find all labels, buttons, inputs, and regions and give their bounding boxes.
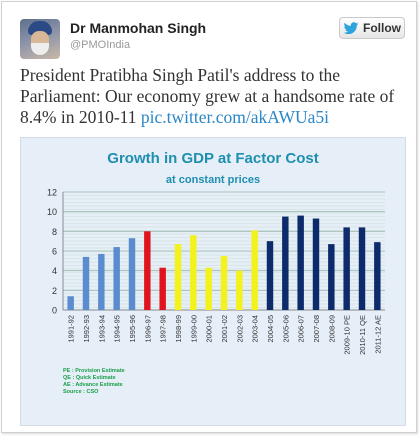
bar — [144, 231, 151, 310]
bar — [190, 235, 197, 310]
follow-label: Follow — [363, 21, 401, 35]
chart-notes: PE : Provision Estimate QE : Quick Estim… — [63, 368, 125, 396]
x-tick-label: 2009-10 PE — [343, 315, 352, 355]
x-tick-label: 2004-05 — [266, 315, 275, 343]
y-tick-label: 10 — [47, 207, 57, 217]
x-tick-label: 1991-92 — [67, 315, 76, 343]
x-tick-label: 1997-98 — [159, 315, 168, 343]
bar — [220, 255, 228, 310]
x-tick-label: 2007-08 — [312, 315, 321, 343]
bar — [82, 256, 90, 310]
y-tick-label: 0 — [52, 306, 57, 316]
x-tick-label: 1995-96 — [128, 315, 137, 343]
x-tick-label: 2006-07 — [297, 315, 306, 343]
bar — [312, 218, 320, 310]
bar — [297, 215, 304, 310]
y-tick-label: 8 — [52, 227, 57, 237]
twitter-bird-icon — [343, 22, 359, 34]
tweet-media-link[interactable]: pic.twitter.com/akAWUa5i — [140, 107, 329, 127]
bar — [374, 242, 381, 310]
chart-note: PE : Provision Estimate — [63, 368, 125, 374]
x-tick-label: 2003-04 — [251, 315, 260, 343]
y-tick-label: 4 — [52, 266, 57, 276]
bar — [282, 216, 289, 310]
y-tick-label: 6 — [52, 247, 57, 257]
author-handle[interactable]: @PMOIndia — [70, 39, 131, 51]
x-tick-label: 2011-12 AE — [373, 315, 382, 354]
bar — [113, 247, 120, 310]
avatar[interactable] — [20, 19, 60, 59]
bar — [159, 267, 166, 310]
bar — [67, 296, 74, 310]
gdp-chart-image[interactable]: Growth in GDP at Factor Cost at constant… — [20, 137, 406, 426]
x-tick-label: 2001-02 — [220, 315, 229, 343]
y-tick-label: 12 — [47, 188, 57, 198]
chart-note: AE : Advance Estimate — [63, 382, 123, 388]
bar — [205, 267, 212, 310]
tweet-text: President Pratibha Singh Patil's address… — [20, 65, 410, 128]
y-tick-label: 2 — [52, 286, 57, 296]
chart-plot: 0 2 4 6 8 10 12 1991-92 1992-93 1993-94 1994-95 199… — [47, 188, 385, 355]
bar — [328, 244, 335, 310]
avatar-beard — [31, 43, 49, 55]
x-tick-label: 2002-03 — [235, 315, 244, 343]
follow-button[interactable]: Follow — [339, 17, 405, 39]
x-tick-label: 2010-11 QE — [358, 315, 367, 355]
tweet-body: President Pratibha Singh Patil's address… — [20, 65, 395, 127]
x-tick-label: 1999-00 — [189, 315, 198, 343]
x-tick-label: 1996-97 — [143, 315, 152, 343]
chart-note: QE : Quick Estimate — [63, 375, 116, 381]
bar — [251, 230, 258, 310]
x-tick-label: 1994-95 — [113, 315, 122, 343]
author-name[interactable]: Dr Manmohan Singh — [70, 20, 207, 36]
chart-note: Source : CSO — [63, 389, 99, 395]
x-tick-label: 2008-09 — [327, 315, 336, 343]
x-tick-label: 2000-01 — [205, 315, 214, 343]
bar — [266, 241, 274, 310]
x-tick-label: 1992-93 — [82, 315, 91, 343]
chart-title: Growth in GDP at Factor Cost — [107, 150, 319, 167]
x-tick-label: 1998-99 — [174, 315, 183, 343]
x-tick-label: 1993-94 — [97, 315, 106, 343]
bar — [343, 227, 350, 310]
bar — [98, 253, 105, 310]
bar — [128, 238, 136, 310]
bar — [174, 244, 182, 310]
bar — [236, 270, 243, 310]
bar — [358, 227, 366, 310]
x-tick-label: 2005-06 — [281, 315, 290, 343]
chart-subtitle: at constant prices — [165, 174, 261, 186]
